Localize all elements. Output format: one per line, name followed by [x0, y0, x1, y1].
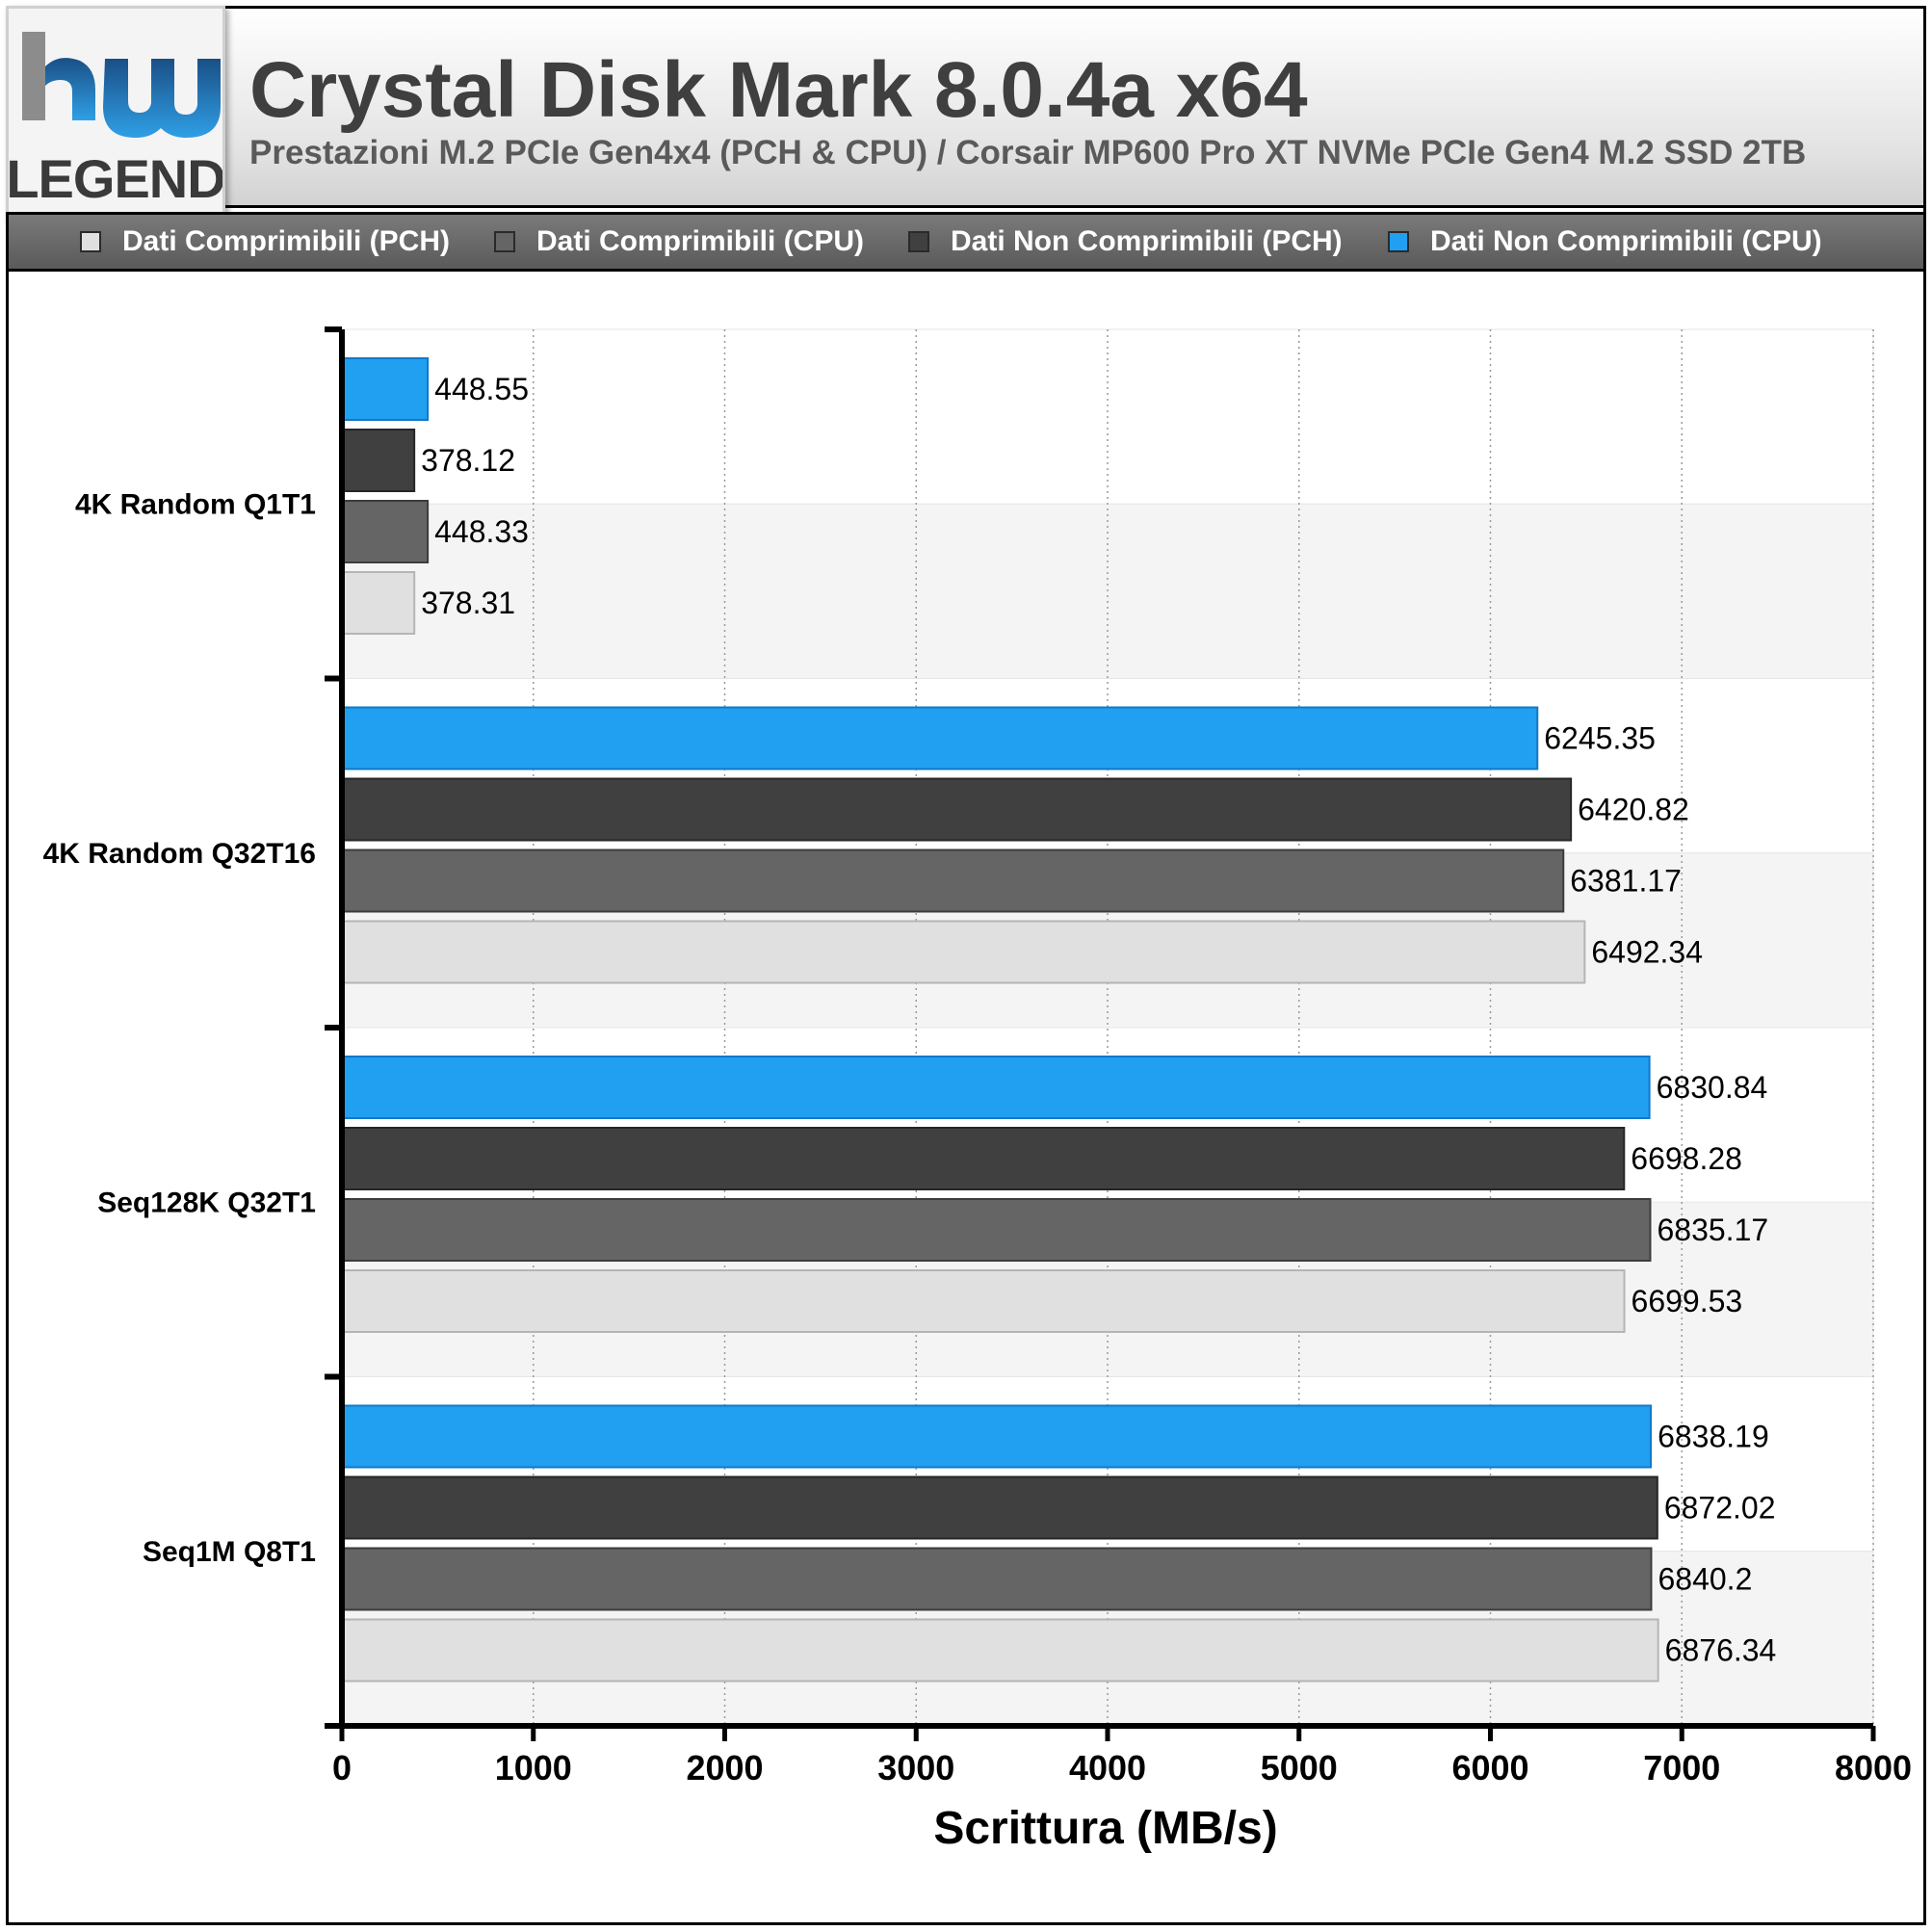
value-labels: 448.55 378.12 448.33 378.31 6245.35 6420.82 63…: [421, 372, 1776, 1668]
x-tick-label: 5000: [1261, 1748, 1338, 1787]
value-label: 378.12: [421, 443, 515, 478]
bar: [343, 920, 1586, 984]
category-label: 4K Random Q1T1: [75, 488, 316, 520]
category-label: 4K Random Q32T16: [43, 838, 316, 870]
value-label: 6381.17: [1570, 864, 1682, 899]
value-label: 6840.2: [1658, 1562, 1752, 1597]
bar: [343, 848, 1565, 913]
bar: [343, 1127, 1626, 1190]
value-label: 6492.34: [1591, 935, 1703, 970]
x-axis-title: Scrittura (MB/s): [933, 1803, 1277, 1854]
bar: [343, 1269, 1626, 1333]
bar: [343, 500, 430, 563]
legend-swatch-noncomp-cpu: [1388, 231, 1409, 252]
hwlegend-logo-graphic: LEGEND: [9, 32, 222, 209]
bar: [343, 1475, 1658, 1540]
bar: [343, 1547, 1653, 1611]
legend-swatch-comp-cpu: [494, 231, 515, 252]
category-label: Seq128K Q32T1: [97, 1187, 316, 1218]
logo-text: LEGEND: [9, 148, 222, 209]
legend-swatch-comp-pch: [80, 231, 101, 252]
x-tick-label: 4000: [1069, 1748, 1146, 1787]
legend-item-noncomp-pch: Dati Non Comprimibili (PCH): [908, 215, 1343, 269]
legend-label: Dati Comprimibili (PCH): [122, 225, 451, 257]
value-label: 6245.35: [1544, 721, 1656, 756]
bar: [343, 1618, 1659, 1683]
axes: [325, 326, 1876, 1741]
bar: [343, 357, 430, 421]
value-label: 6698.28: [1631, 1141, 1742, 1176]
legend-swatch-noncomp-pch: [908, 231, 929, 252]
value-label: 6876.34: [1665, 1633, 1777, 1668]
category-label: Seq1M Q8T1: [143, 1536, 316, 1568]
value-label: 6699.53: [1632, 1284, 1743, 1318]
bar: [343, 1198, 1652, 1262]
legend-item-comp-cpu: Dati Comprimibili (CPU): [494, 215, 864, 269]
chart-subtitle: Prestazioni M.2 PCIe Gen4x4 (PCH & CPU) …: [249, 134, 1807, 171]
grid-lines: [533, 329, 1874, 1726]
x-tick-label: 3000: [877, 1748, 954, 1787]
value-label: 6872.02: [1664, 1491, 1776, 1526]
value-label: 6835.17: [1657, 1213, 1768, 1247]
bar: [343, 1404, 1653, 1469]
bar: [343, 706, 1539, 770]
chart-legend: Dati Comprimibili (PCH) Dati Comprimibil…: [6, 212, 1926, 272]
x-tick-label: 8000: [1835, 1748, 1912, 1787]
value-label: 378.31: [421, 586, 515, 620]
value-label: 6420.82: [1578, 793, 1689, 827]
x-tick-label: 7000: [1643, 1748, 1720, 1787]
bar: [343, 429, 416, 492]
category-labels: 4K Random Q1T1 4K Random Q32T16 Seq128K Q3…: [43, 488, 316, 1568]
legend-label: Dati Comprimibili (CPU): [536, 225, 865, 257]
value-label: 6838.19: [1658, 1420, 1769, 1454]
legend-item-comp-pch: Dati Comprimibili (PCH): [80, 215, 450, 269]
value-label: 448.55: [434, 372, 529, 406]
value-label: 6830.84: [1657, 1070, 1768, 1105]
x-tick-label: 0: [332, 1748, 352, 1787]
value-label: 448.33: [434, 514, 529, 549]
legend-item-noncomp-cpu: Dati Non Comprimibili (CPU): [1388, 215, 1822, 269]
legend-label: Dati Non Comprimibili (CPU): [1430, 225, 1822, 257]
legend-label: Dati Non Comprimibili (PCH): [951, 225, 1343, 257]
bar: [343, 777, 1573, 842]
hwlegend-logo: LEGEND: [6, 6, 225, 222]
bar: [343, 1056, 1651, 1119]
x-tick-label: 6000: [1451, 1748, 1528, 1787]
x-tick-labels: 0 1000 2000 3000 4000 5000 6000 7000 8000: [332, 1748, 1912, 1787]
chart-header: Crystal Disk Mark 8.0.4a x64 Prestazioni…: [6, 6, 1926, 208]
x-tick-label: 2000: [686, 1748, 763, 1787]
x-tick-label: 1000: [495, 1748, 572, 1787]
chart-title: Crystal Disk Mark 8.0.4a x64: [249, 46, 1308, 134]
bar: [343, 571, 416, 635]
